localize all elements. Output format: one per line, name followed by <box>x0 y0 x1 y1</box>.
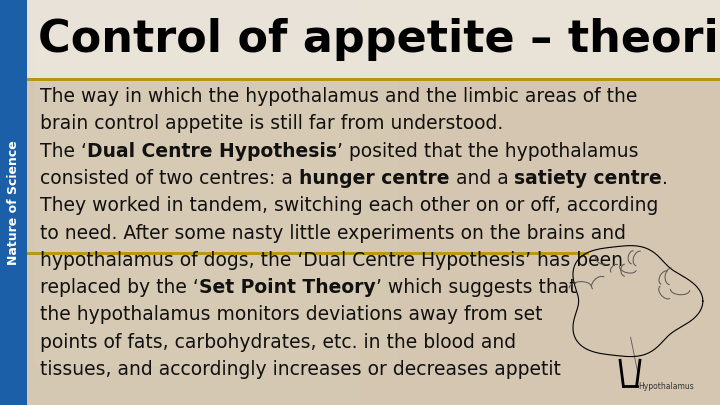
Text: points of fats, carbohydrates, etc. in the blood and: points of fats, carbohydrates, etc. in t… <box>40 333 516 352</box>
Text: The way in which the hypothalamus and the limbic areas of the: The way in which the hypothalamus and th… <box>40 87 638 106</box>
Text: They worked in tandem, switching each other on or off, according: They worked in tandem, switching each ot… <box>40 196 659 215</box>
Bar <box>27 0 720 79</box>
Text: tissues, and accordingly increases or decreases appetit: tissues, and accordingly increases or de… <box>40 360 561 379</box>
Bar <box>27 79 720 405</box>
Bar <box>36 40 396 364</box>
Text: The ‘: The ‘ <box>40 142 87 161</box>
Bar <box>0 0 27 405</box>
Text: hypothalamus of dogs, the ‘Dual Centre Hypothesis’ has been: hypothalamus of dogs, the ‘Dual Centre H… <box>40 251 624 270</box>
Text: Control of appetite – theories: Control of appetite – theories <box>38 18 720 61</box>
Bar <box>27 252 589 255</box>
Text: Nature of Science: Nature of Science <box>7 140 20 265</box>
Text: satiety centre: satiety centre <box>515 169 662 188</box>
Text: Hypothalamus: Hypothalamus <box>638 382 694 392</box>
Text: ’ posited that the hypothalamus: ’ posited that the hypothalamus <box>337 142 639 161</box>
Text: to need. After some nasty little experiments on the brains and: to need. After some nasty little experim… <box>40 224 626 243</box>
Bar <box>360 0 720 405</box>
Text: hunger centre: hunger centre <box>300 169 450 188</box>
Text: ’ which suggests that: ’ which suggests that <box>376 278 577 297</box>
Text: replaced by the ‘: replaced by the ‘ <box>40 278 199 297</box>
Text: Set Point Theory: Set Point Theory <box>199 278 376 297</box>
Text: the hypothalamus monitors deviations away from set: the hypothalamus monitors deviations awa… <box>40 305 543 324</box>
Text: Dual Centre Hypothesis: Dual Centre Hypothesis <box>87 142 337 161</box>
Bar <box>27 78 720 81</box>
Text: and a: and a <box>450 169 515 188</box>
Text: consisted of two centres: a: consisted of two centres: a <box>40 169 300 188</box>
Text: brain control appetite is still far from understood.: brain control appetite is still far from… <box>40 114 503 133</box>
Text: .: . <box>662 169 668 188</box>
